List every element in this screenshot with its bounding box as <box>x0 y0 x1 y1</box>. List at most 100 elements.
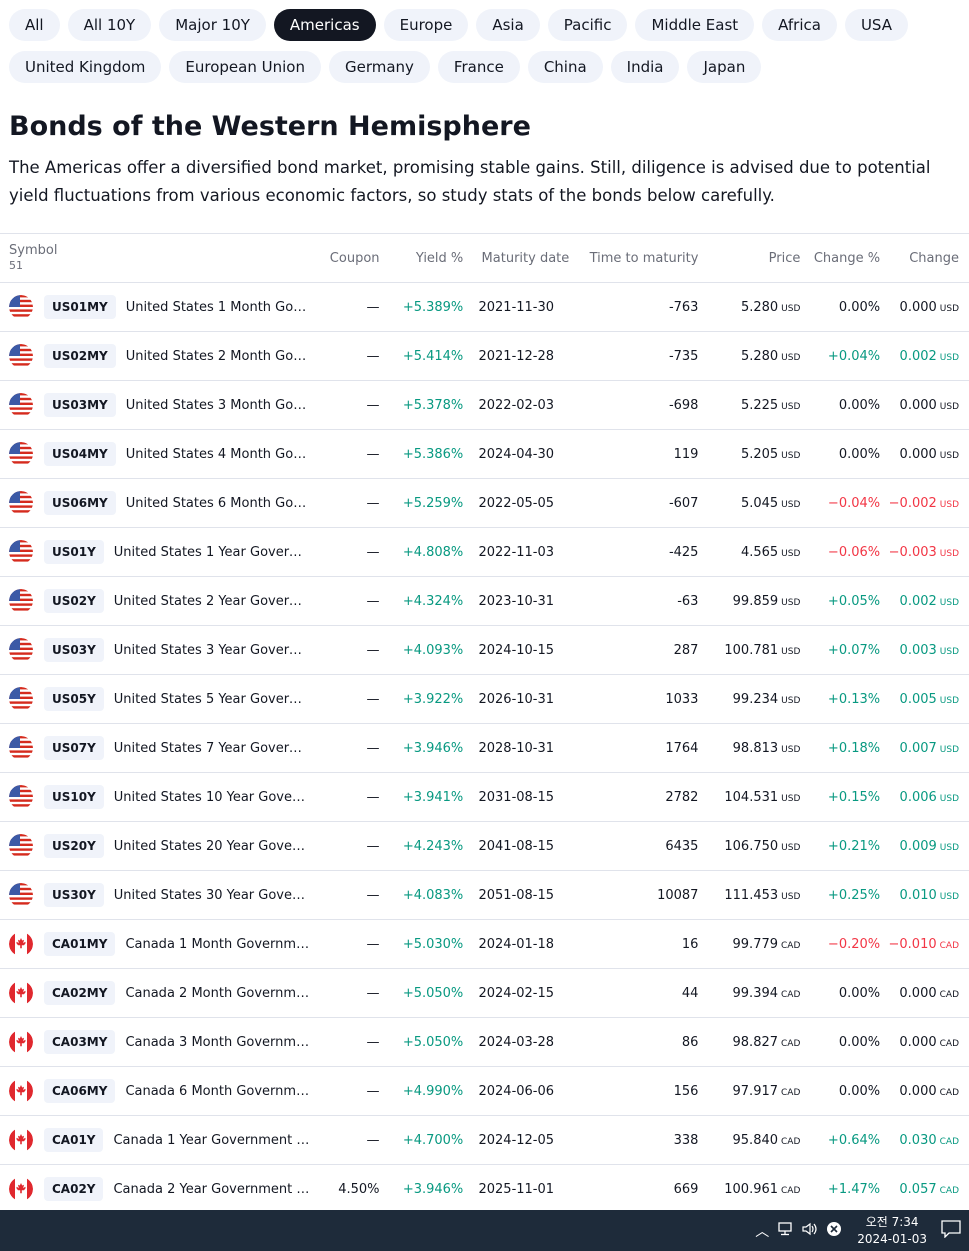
chevron-up-icon[interactable]: ︿ <box>755 1223 770 1240</box>
ticker-badge[interactable]: CA06MY <box>44 1079 116 1103</box>
table-row[interactable]: US03Y United States 3 Year Govern… — +4.093… <box>0 626 969 675</box>
tab-usa[interactable]: USA <box>844 9 908 41</box>
table-row[interactable]: US02Y United States 2 Year Govern… — +4.324… <box>0 577 969 626</box>
tab-all[interactable]: All <box>9 9 60 41</box>
clock[interactable]: 오전 7:34 2024-01-03 <box>857 1214 927 1248</box>
bond-name[interactable]: United States 1 Year Govern… <box>113 544 310 560</box>
table-row[interactable]: CA01Y Canada 1 Year Government B… — +4.700%… <box>0 1116 969 1165</box>
ticker-badge[interactable]: US20Y <box>44 834 104 858</box>
bond-name[interactable]: United States 5 Year Govern… <box>113 691 310 707</box>
table-row[interactable]: CA02MY Canada 2 Month Governmen… — +5.050% 2… <box>0 969 969 1018</box>
table-row[interactable]: US03MY United States 3 Month Gover… — +5.37… <box>0 381 969 430</box>
tab-germany[interactable]: Germany <box>328 51 430 83</box>
ticker-badge[interactable]: US01Y <box>44 540 104 564</box>
ticker-badge[interactable]: US06MY <box>44 491 116 515</box>
tab-japan[interactable]: Japan <box>687 51 762 83</box>
bond-name[interactable]: United States 2 Year Govern… <box>113 593 310 609</box>
bond-name[interactable]: United States 1 Month Gover… <box>125 299 313 315</box>
table-row[interactable]: CA01MY Canada 1 Month Governmen… — +5.030% 2… <box>0 920 969 969</box>
table-row[interactable]: CA02Y Canada 2 Year Government B… 4.50% +3.… <box>0 1165 969 1214</box>
bond-name[interactable]: United States 20 Year Govern… <box>113 838 310 854</box>
close-circle-icon[interactable] <box>823 1221 845 1241</box>
tab-europe[interactable]: Europe <box>383 9 469 41</box>
coupon-cell: 4.50% <box>338 1181 380 1197</box>
table-row[interactable]: CA03MY Canada 3 Month Governmen… — +5.050% 2… <box>0 1018 969 1067</box>
table-row[interactable]: US05Y United States 5 Year Govern… — +3.922… <box>0 675 969 724</box>
ticker-badge[interactable]: US03Y <box>44 638 104 662</box>
ticker-badge[interactable]: US03MY <box>44 393 116 417</box>
ticker-badge[interactable]: US07Y <box>44 736 104 760</box>
tab-major-10y[interactable]: Major 10Y <box>159 9 266 41</box>
tab-africa[interactable]: Africa <box>762 9 837 41</box>
ticker-badge[interactable]: CA02MY <box>44 981 116 1005</box>
yield-cell: +4.324% <box>402 593 464 609</box>
ticker-badge[interactable]: US30Y <box>44 883 104 907</box>
bond-name[interactable]: Canada 6 Month Governmen… <box>125 1083 313 1099</box>
tab-china[interactable]: China <box>527 51 603 83</box>
ttm-header[interactable]: Time to maturity <box>589 250 699 266</box>
us-flag-icon <box>9 785 33 809</box>
tab-pacific[interactable]: Pacific <box>547 9 628 41</box>
table-row[interactable]: US10Y United States 10 Year Govern… — +3.94… <box>0 773 969 822</box>
change-header[interactable]: Change <box>909 250 959 266</box>
network-icon[interactable] <box>775 1221 797 1240</box>
table-row[interactable]: CA06MY Canada 6 Month Governmen… — +4.990% 2… <box>0 1067 969 1116</box>
table-row[interactable]: US01Y United States 1 Year Govern… — +4.808… <box>0 528 969 577</box>
table-row[interactable]: US07Y United States 7 Year Govern… — +3.946… <box>0 724 969 773</box>
coupon-header[interactable]: Coupon <box>329 250 380 266</box>
table-row[interactable]: US20Y United States 20 Year Govern… — +4.24… <box>0 822 969 871</box>
change-cell: 0.000 USD <box>880 283 969 332</box>
bond-name[interactable]: Canada 2 Month Governmen… <box>125 985 313 1001</box>
table-row[interactable]: US30Y United States 30 Year Govern… — +4.08… <box>0 871 969 920</box>
bond-name[interactable]: United States 2 Month Gover… <box>125 348 313 364</box>
table-row[interactable]: US06MY United States 6 Month Gover… — +5.25… <box>0 479 969 528</box>
ticker-badge[interactable]: US01MY <box>44 295 116 319</box>
tab-americas[interactable]: Americas <box>273 9 376 41</box>
ticker-badge[interactable]: US02Y <box>44 589 104 613</box>
currency-label: USD <box>781 499 801 510</box>
bond-name[interactable]: Canada 2 Year Government B… <box>113 1181 310 1197</box>
ticker-badge[interactable]: CA01Y <box>44 1128 104 1152</box>
bond-name[interactable]: United States 6 Month Gover… <box>125 495 313 511</box>
ttm-cell: 44 <box>681 985 699 1001</box>
symbol-header[interactable]: Symbol 51 <box>0 234 313 283</box>
ticker-badge[interactable]: US05Y <box>44 687 104 711</box>
notification-icon[interactable] <box>941 1219 961 1242</box>
table-row[interactable]: US01MY United States 1 Month Gover… — +5.38… <box>0 283 969 332</box>
yield-header[interactable]: Yield % <box>415 250 464 266</box>
ticker-badge[interactable]: US02MY <box>44 344 116 368</box>
currency-label: USD <box>939 450 959 461</box>
ticker-badge[interactable]: CA02Y <box>44 1177 104 1201</box>
tab-middle-east[interactable]: Middle East <box>635 9 755 41</box>
tab-france[interactable]: France <box>437 51 520 83</box>
maturity-header[interactable]: Maturity date <box>481 250 570 266</box>
ticker-badge[interactable]: US04MY <box>44 442 116 466</box>
volume-icon[interactable] <box>799 1222 821 1240</box>
table-row[interactable]: US02MY United States 2 Month Gover… — +5.41… <box>0 332 969 381</box>
tab-united-kingdom[interactable]: United Kingdom <box>9 51 162 83</box>
price-value: 5.205 <box>740 446 779 462</box>
bond-name[interactable]: United States 30 Year Govern… <box>113 887 310 903</box>
change-pct-header[interactable]: Change % <box>813 250 881 266</box>
bond-name[interactable]: United States 3 Year Govern… <box>113 642 310 658</box>
bond-name[interactable]: Canada 3 Month Governmen… <box>125 1034 313 1050</box>
tab-all-10y[interactable]: All 10Y <box>67 9 152 41</box>
bond-name[interactable]: United States 4 Month Gover… <box>125 446 313 462</box>
table-row[interactable]: US04MY United States 4 Month Gover… — +5.38… <box>0 430 969 479</box>
ticker-badge[interactable]: CA01MY <box>44 932 116 956</box>
tab-india[interactable]: India <box>610 51 680 83</box>
tab-asia[interactable]: Asia <box>476 9 540 41</box>
bond-name[interactable]: Canada 1 Year Government B… <box>113 1132 310 1148</box>
currency-label: USD <box>939 597 959 608</box>
ticker-badge[interactable]: US10Y <box>44 785 104 809</box>
canada-flag-icon <box>9 1177 33 1201</box>
ticker-badge[interactable]: CA03MY <box>44 1030 116 1054</box>
bond-name[interactable]: United States 7 Year Govern… <box>113 740 310 756</box>
currency-label: CAD <box>939 1185 959 1196</box>
tab-european-union[interactable]: European Union <box>169 51 321 83</box>
ttm-cell: 16 <box>681 936 699 952</box>
price-header[interactable]: Price <box>768 250 801 266</box>
bond-name[interactable]: Canada 1 Month Governmen… <box>125 936 313 952</box>
bond-name[interactable]: United States 10 Year Govern… <box>113 789 310 805</box>
bond-name[interactable]: United States 3 Month Gover… <box>125 397 313 413</box>
